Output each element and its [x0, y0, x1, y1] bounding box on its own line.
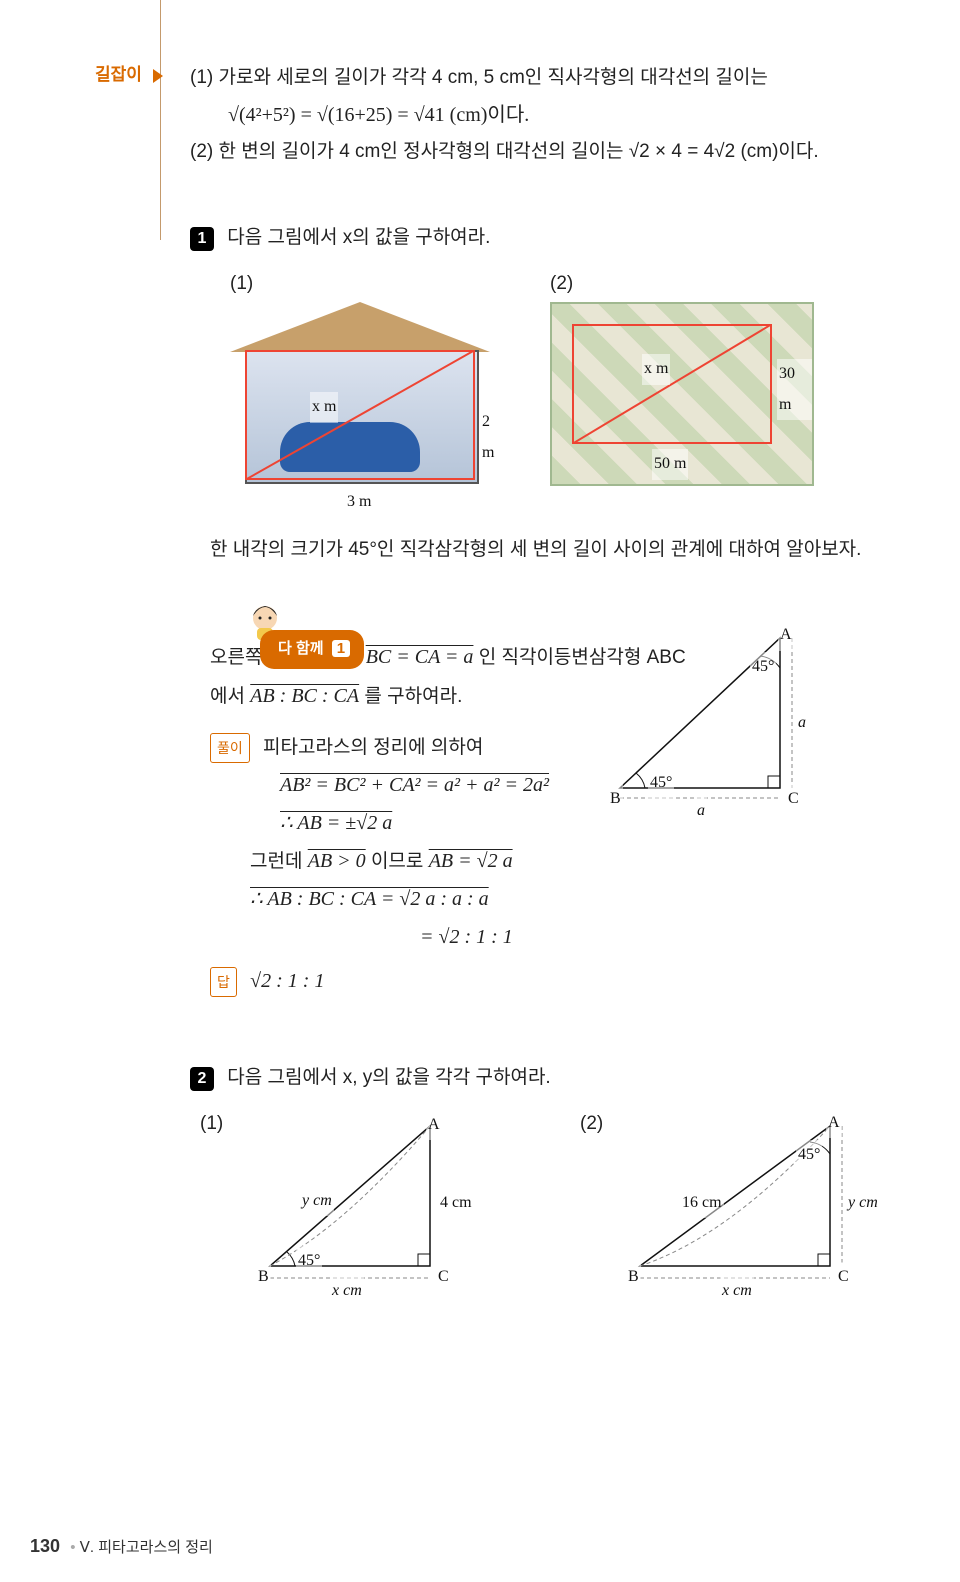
tg-p4: 를 구하여라.	[364, 686, 462, 707]
q1-figures: (1) x m 2 m 3 m (2)	[230, 266, 890, 502]
q2-block: 2 다음 그림에서 x, y의 값을 각각 구하여라.	[190, 1060, 890, 1096]
map-diagonal	[572, 324, 772, 444]
fig1-w: 3 m	[345, 487, 373, 517]
together-label: 다 함께	[278, 640, 324, 657]
tri-angB: 45°	[648, 768, 674, 798]
q2f1-right: 4 cm	[438, 1188, 474, 1218]
tri-angA: 45°	[750, 652, 776, 682]
together-num: 1	[332, 640, 350, 657]
together-tag: 다 함께 1	[260, 630, 364, 669]
fig1-xm: x m	[310, 392, 338, 422]
sol2-text: AB² = BC² + CA² = a² + a² = 2a²	[280, 774, 549, 796]
page-footer: 130 • Ⅴ. 피타고라스의 정리	[30, 1536, 213, 1557]
fig2-xm: x m	[642, 354, 670, 384]
q2f1-A: A	[426, 1110, 442, 1140]
q1-note: 한 내각의 크기가 45°인 직각삼각형의 세 변의 길이 사이의 관계에 대하…	[210, 532, 890, 568]
main-content: (1) 가로와 세로의 길이가 각각 4 cm, 5 cm인 직사각형의 대각선…	[190, 60, 890, 1296]
tri-a-bottom: a	[695, 796, 707, 826]
house-diagonal	[245, 350, 475, 480]
q1-sub1: (1)	[230, 266, 270, 302]
page-number: 130	[30, 1536, 60, 1556]
q2f1-hyp: y cm	[300, 1186, 334, 1216]
sol6: = √2 : 1 : 1	[420, 918, 690, 956]
tri-vA: A	[778, 620, 794, 650]
q2-fig1: (1) A B C 45° y cm 4 cm x cm	[230, 1106, 490, 1296]
q1-fig2: (2) x m 30 m 50 m	[550, 266, 814, 502]
q2f1-C: C	[436, 1262, 451, 1292]
solution-label: 풀이	[210, 733, 250, 764]
tg-seg: BC = CA = a	[366, 646, 474, 668]
q2f2-C: C	[836, 1262, 851, 1292]
sol4c: 이므로	[371, 851, 429, 872]
q1-block: 1 다음 그림에서 x의 값을 구하여라.	[190, 220, 890, 256]
intro-formula1: √(4²+5²) = √(16+25) = √41 (cm)이다.	[228, 96, 890, 134]
sol3-text: ∴ AB = ±√2 a	[280, 812, 392, 834]
q1-fig1: (1) x m 2 m 3 m	[230, 266, 490, 502]
tri-vC: C	[786, 784, 801, 814]
q2-badge: 2	[190, 1067, 214, 1091]
answer-label: 답	[210, 967, 237, 998]
q2-sub1: (1)	[200, 1106, 240, 1142]
guide-text: 길잡이	[95, 65, 142, 84]
guide-label: 길잡이	[95, 60, 163, 85]
house-illustration: x m 2 m 3 m	[230, 302, 490, 502]
together-section: 다 함께 1 A B C 45° 45° a a	[190, 638, 890, 999]
answer-value: √2 : 1 : 1	[250, 970, 324, 992]
chapter-title: Ⅴ. 피타고라스의 정리	[80, 1539, 213, 1556]
q2f2-A: A	[826, 1108, 842, 1138]
guide-arrow-icon	[153, 69, 163, 83]
q2-fig2: (2) A B C 45° 16 cm y cm x cm	[610, 1106, 890, 1296]
q1-prompt: 다음 그림에서 x의 값을 구하여라.	[227, 227, 490, 248]
fig2-h: 30 m	[777, 359, 812, 420]
sol5-text: ∴ AB : BC : CA = √2 a : a : a	[250, 888, 489, 910]
sol4a: 그런데	[250, 851, 308, 872]
triangle-figure: A B C 45° 45° a a	[600, 628, 810, 818]
tri-a-right: a	[796, 708, 808, 738]
tg-ratio: AB : BC : CA	[250, 685, 359, 707]
sol5: ∴ AB : BC : CA = √2 a : a : a	[250, 880, 690, 918]
q2-figures: (1) A B C 45° y cm 4 cm x cm (2)	[230, 1106, 890, 1296]
q2f2-hyp: 16 cm	[680, 1188, 724, 1218]
fig1-h: 2 m	[480, 407, 496, 468]
intro-line1: (1) 가로와 세로의 길이가 각각 4 cm, 5 cm인 직사각형의 대각선…	[190, 60, 890, 96]
sol1: 피타고라스의 정리에 의하여	[263, 737, 483, 758]
q2f2-base: x cm	[720, 1276, 754, 1306]
q2f2-B: B	[626, 1262, 641, 1292]
answer-line: 답 √2 : 1 : 1	[210, 962, 690, 1000]
q2f1-B: B	[256, 1262, 271, 1292]
q2-prompt: 다음 그림에서 x, y의 값을 각각 구하여라.	[227, 1067, 550, 1088]
map-illustration: x m 30 m 50 m	[550, 302, 814, 486]
q2f2-angA: 45°	[796, 1140, 822, 1170]
intro-line2: (2) 한 변의 길이가 4 cm인 정사각형의 대각선의 길이는 √2 × 4…	[190, 134, 890, 170]
q1-sub2: (2)	[550, 266, 590, 302]
sol4b: AB > 0	[308, 850, 366, 872]
sol4d: AB = √2 a	[429, 850, 513, 872]
q2f2-right: y cm	[846, 1188, 880, 1218]
house-roof	[230, 302, 490, 352]
tri-vB: B	[608, 784, 623, 814]
vertical-divider	[160, 0, 161, 240]
sol4: 그런데 AB > 0 이므로 AB = √2 a	[250, 842, 690, 880]
q2f1-angB: 45°	[296, 1246, 322, 1276]
tg-p3: 에서	[210, 686, 250, 707]
q1-badge: 1	[190, 227, 214, 251]
q2f1-base: x cm	[330, 1276, 364, 1306]
q2-sub2: (2)	[580, 1106, 620, 1142]
fig2-w: 50 m	[652, 449, 688, 479]
